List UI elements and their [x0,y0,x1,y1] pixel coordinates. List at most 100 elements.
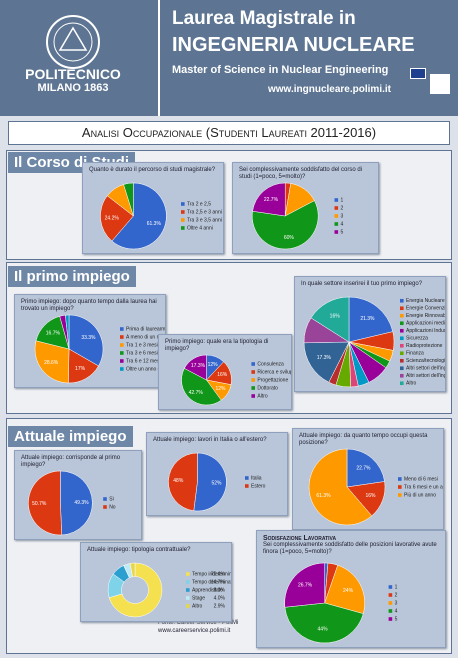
chart-panel: Sodisfazione Lavorativa Sei complessivame… [256,530,446,648]
pie-slice [129,562,136,578]
question: Attuale impiego: corrisponde al primo im… [21,455,135,469]
section-title: Il primo impiego [8,266,136,287]
pie-slice [65,314,70,350]
legend-swatch [400,381,404,386]
legend-label: Applicazioni medicali nucleari [406,321,445,327]
pie-chart: 24% 44% 26.7% 1 2 3 4 5 [284,562,398,644]
legend-swatch [388,609,393,613]
legend-label: Altro [257,393,268,399]
slice-label: 22.7% [264,197,279,203]
legend-swatch [334,222,339,226]
chart-title: Attuale impiego: corrisponde al primo im… [21,455,121,468]
chart-panel: Primo impiego: dopo quanto tempo dalla l… [14,294,166,388]
logo [46,15,100,69]
chart-panel: Primo impiego: quale era la tipologia di… [158,334,292,410]
slice-label: 49.3% [74,500,89,506]
pie-slice [168,452,198,512]
chart-panel: Attuale impiego: lavori in Italia o all'… [146,432,288,516]
slice-label: 12% [215,386,226,392]
slice-label: 16% [365,493,376,499]
chart-title: Primo impiego: dopo quanto tempo dalla l… [21,299,157,312]
legend-swatch [181,210,185,214]
legend-swatch [388,585,393,589]
legend-swatch [334,198,339,202]
slice-label: 17% [75,366,86,372]
legend-swatch [400,358,404,363]
legend-label: Applicazioni Industriali nucleari [406,328,445,334]
legend-swatch [103,505,107,509]
legend-label: Radioprotezione [406,343,443,349]
legend-label: 5 [395,616,398,622]
legend-label: Meno di 6 mesi [404,476,438,482]
legend-label: Tra 6 e 12 mesi dalla laurea [126,358,165,364]
pie-chart: 12% 16% 12% 42.7% 17.3% Consulenza Ricerca e s… [181,354,291,406]
pie-chart: 21.3% 17.3% 16% Energia Nucleare Energie Con… [303,296,445,388]
pie-chart: 22.7% 16% 61.3% Meno di 6 mesi Tra 6 mesi e … [308,448,443,526]
legend-label: Altro [192,603,203,609]
legend-swatch [388,593,393,597]
pie-slice [68,314,104,367]
legend-swatch [388,601,393,605]
slice-label: 17.3% [317,355,332,361]
slice-label: 24.2% [105,216,120,222]
legend-swatch [120,343,124,347]
chart-title: Quanto è durato il percorso di studi mag… [89,167,216,173]
legend-label: Scienza/tecnologia dei materiali [406,358,445,364]
pie-slice [252,182,286,217]
pie-chart: 52% 48% Italia Estero [168,452,266,512]
legend-label: 1 [395,584,398,590]
title-box: Analisi Occupazionale (Studenti Laureati… [8,121,450,145]
pie-slice [184,354,207,381]
question: Primo impiego: dopo quanto tempo dalla l… [21,299,159,313]
legend-swatch [186,604,190,608]
slice-label: 16.7% [46,331,61,337]
legend-label: 2 [341,205,344,211]
slice-label: 16% [217,372,228,378]
legend-label: 3 [395,600,398,606]
pie-slice [346,448,385,488]
legend-label: Tempo indeterminato [192,571,231,577]
legend-label: 3 [341,213,344,219]
degree-english: Master of Science in Nuclear Engineering [172,64,389,76]
pie-chart: 60% 22.7% 1 2 3 4 5 [251,182,344,250]
pie-chart: 61.3% 24.2% Tra 2 e 2,5 Tra 2,5 e 3 anni Tra… [100,182,222,250]
legend-value: 4.0% [214,595,226,601]
legend-label: Finanza [406,351,424,357]
legend-label: Stage [192,595,205,601]
legend-label: A meno di un mese dalla laurea [126,334,165,340]
legend-swatch [398,485,402,489]
pie-slice [303,341,350,383]
legend-swatch [245,476,249,480]
pie-slice [181,368,222,406]
legend-label: Più di un anno [404,492,436,498]
pie-chart: Tempo indeterminato70.4% Tempo determinat… [107,562,231,618]
pie-slice [348,296,394,343]
slice-label: 52% [211,481,222,487]
pie-slice [308,448,373,526]
chart-subtitle: Sei complessivamente soddisfatto delle p… [263,542,437,555]
legend-label: Altri settori dell'ingegneria dell'infor… [406,373,445,379]
slice-label: 48% [173,478,184,484]
legend-swatch [186,580,190,584]
legend-label: 1 [341,197,344,203]
slice-label: 42.7% [189,390,204,396]
slice-label: 50.7% [32,501,47,507]
pie-slice [100,195,134,242]
legend-swatch [186,588,190,592]
legend-swatch [334,214,339,218]
legend-label: Apprendistato [192,587,223,593]
legend-label: Tra 3 e 6 mesi dalla laurea [126,350,165,356]
slice-label: 24% [343,588,354,594]
legend-label: Tra 2,5 e 3 anni [187,209,222,215]
legend-swatch [120,335,124,339]
legend-swatch [245,484,249,488]
legend-label: Tempo determinato [192,579,231,585]
legend-swatch [181,218,185,222]
slice-label: 16% [330,313,341,319]
chart-panel: Quanto è durato il percorso di studi mag… [82,162,224,254]
chart-title: Attuale impiego: lavori in Italia o all'… [153,437,267,443]
section-title: Attuale impiego [8,426,133,447]
legend-swatch [103,497,107,501]
slice-label: 22.7% [356,465,371,471]
